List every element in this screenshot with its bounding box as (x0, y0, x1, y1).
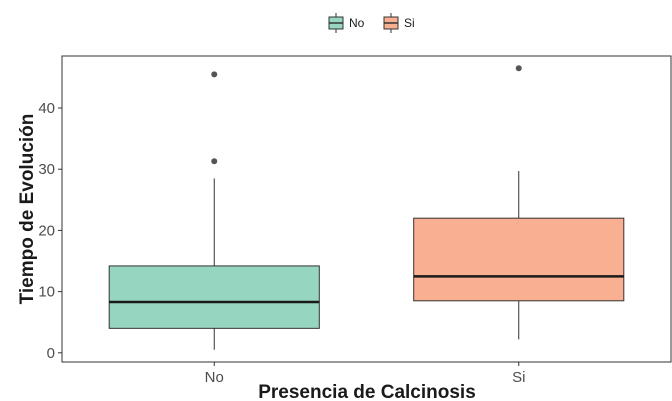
outlier-point (515, 65, 522, 72)
y-tick-label: 10 (38, 284, 55, 301)
box-no (108, 71, 320, 350)
x-axis: No Si (205, 362, 525, 386)
x-tick-label: No (205, 369, 224, 386)
boxes (108, 65, 625, 350)
box-iqr (108, 265, 320, 329)
legend-label-si: Si (404, 16, 415, 30)
outlier-point (211, 71, 218, 78)
legend: No Si (328, 13, 415, 33)
y-axis-title: Tiempo de Evolución (17, 114, 38, 305)
box-iqr (413, 217, 625, 302)
y-tick-label: 40 (38, 100, 55, 117)
x-tick-label: Si (512, 369, 525, 386)
legend-item-no: No (328, 13, 365, 33)
outlier-point (211, 158, 218, 165)
y-tick-label: 0 (47, 345, 55, 362)
box-si (413, 65, 625, 340)
plot-panel (61, 55, 672, 363)
y-tick-label: 30 (38, 161, 55, 178)
x-axis-title: Presencia de Calcinosis (258, 382, 476, 401)
legend-label-no: No (349, 16, 365, 30)
legend-item-si: Si (383, 13, 415, 33)
y-tick-label: 20 (38, 222, 55, 239)
y-axis: 0 10 20 30 40 (38, 100, 62, 362)
